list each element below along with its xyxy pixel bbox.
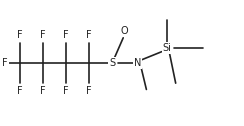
Text: N: N — [134, 58, 142, 68]
Text: F: F — [63, 30, 69, 40]
Text: O: O — [121, 26, 128, 37]
Text: F: F — [40, 86, 46, 96]
Text: S: S — [109, 58, 115, 68]
Text: F: F — [40, 30, 46, 40]
Text: F: F — [86, 86, 92, 96]
Text: Si: Si — [163, 43, 172, 53]
Text: F: F — [63, 86, 69, 96]
Text: F: F — [86, 30, 92, 40]
Text: F: F — [17, 30, 22, 40]
Text: F: F — [17, 86, 22, 96]
Text: F: F — [2, 58, 8, 68]
